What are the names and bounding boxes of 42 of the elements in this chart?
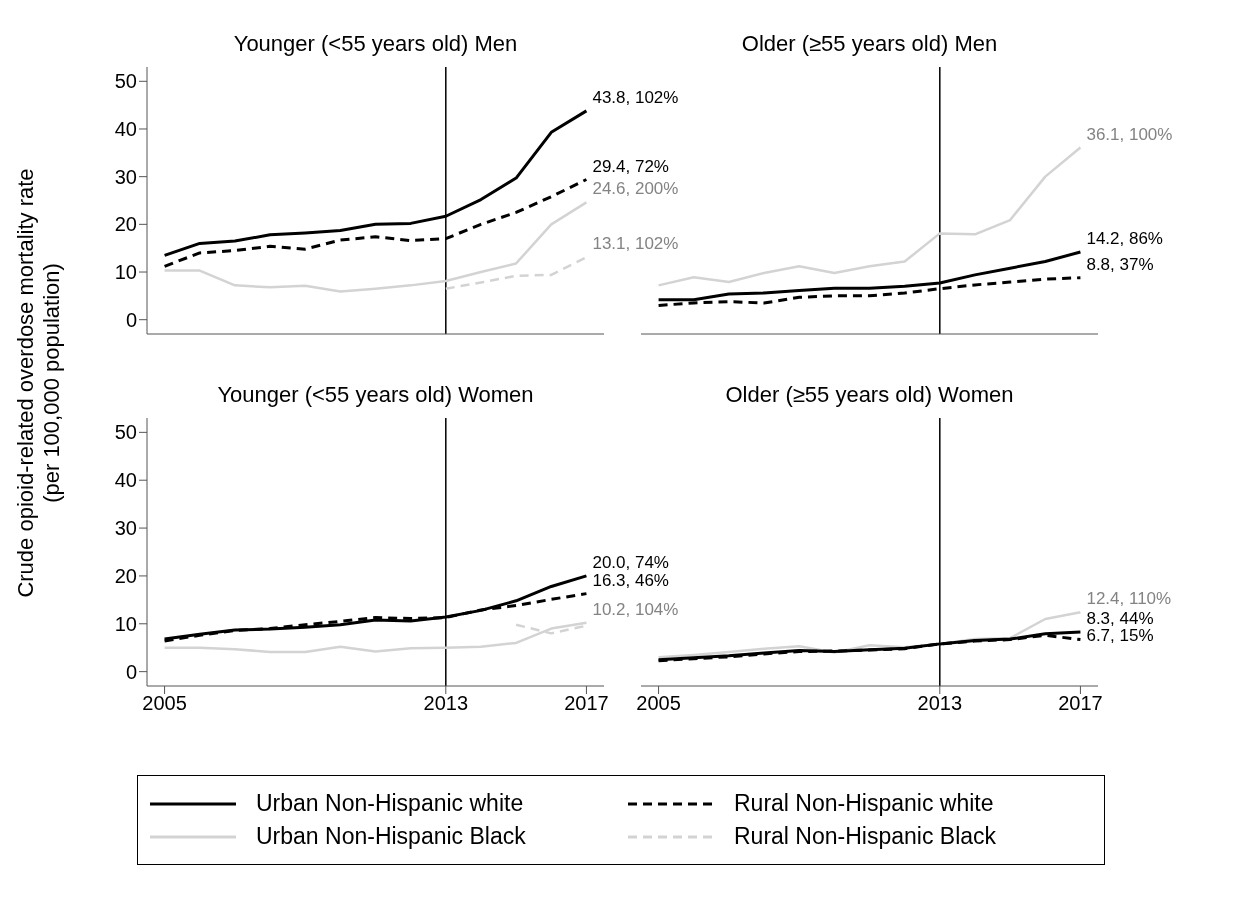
x-tick-label: 2005: [142, 692, 187, 715]
data-label: 43.8, 102%: [592, 87, 679, 107]
chart-title: Older (≥55 years old) Women: [724, 382, 1015, 408]
y-tick-label: 50: [114, 70, 137, 93]
legend-label: Rural Non-Hispanic Black: [734, 823, 997, 850]
chart-title: Older (≥55 years old) Men: [740, 31, 999, 57]
y-tick-label: 50: [114, 421, 137, 444]
line-series: [444, 255, 588, 290]
data-label: 6.7, 15%: [1086, 625, 1154, 645]
data-label: 20.0, 74%: [592, 552, 669, 572]
x-tick-label: 2017: [1058, 692, 1103, 715]
data-label: 8.8, 37%: [1086, 254, 1154, 274]
x-tick-label: 2005: [636, 692, 681, 715]
data-label: 36.1, 100%: [1086, 124, 1173, 144]
data-label: 12.4, 110%: [1086, 589, 1172, 609]
legend-label: Urban Non-Hispanic Black: [256, 823, 526, 850]
data-label: 14.2, 86%: [1086, 228, 1163, 248]
y-tick-label: 30: [114, 517, 137, 540]
x-tick-label: 2013: [917, 692, 963, 715]
data-label: 8.3, 44%: [1086, 608, 1154, 628]
y-tick-label: 40: [114, 469, 137, 492]
chart-title: Younger (<55 years old) Women: [216, 382, 535, 408]
data-label: 10.2, 104%: [592, 599, 679, 619]
y-tick-label: 20: [114, 565, 137, 588]
data-label: 24.6, 200%: [592, 179, 679, 199]
y-axis-title: Crude opioid-related overdose mortality rate (per 100,000 population): [13, 168, 64, 598]
y-tick-label: 20: [114, 213, 137, 236]
chart-title: Younger (<55 years old) Men: [232, 31, 519, 57]
line-series: [163, 201, 588, 293]
x-tick-label: 2013: [423, 692, 469, 715]
legend-label: Urban Non-Hispanic white: [256, 790, 524, 817]
legend-label: Rural Non-Hispanic white: [734, 790, 994, 817]
y-tick-label: 10: [114, 612, 137, 635]
data-label: 16.3, 46%: [592, 570, 669, 590]
y-tick-label: 40: [114, 118, 137, 141]
data-label: 13.1, 102%: [592, 234, 679, 254]
data-label: 29.4, 72%: [592, 156, 669, 176]
y-tick-label: 30: [114, 165, 137, 188]
y-tick-label: 0: [125, 660, 137, 683]
x-tick-label: 2017: [564, 692, 609, 715]
y-tick-label: 0: [125, 308, 137, 331]
y-tick-label: 10: [114, 261, 137, 284]
